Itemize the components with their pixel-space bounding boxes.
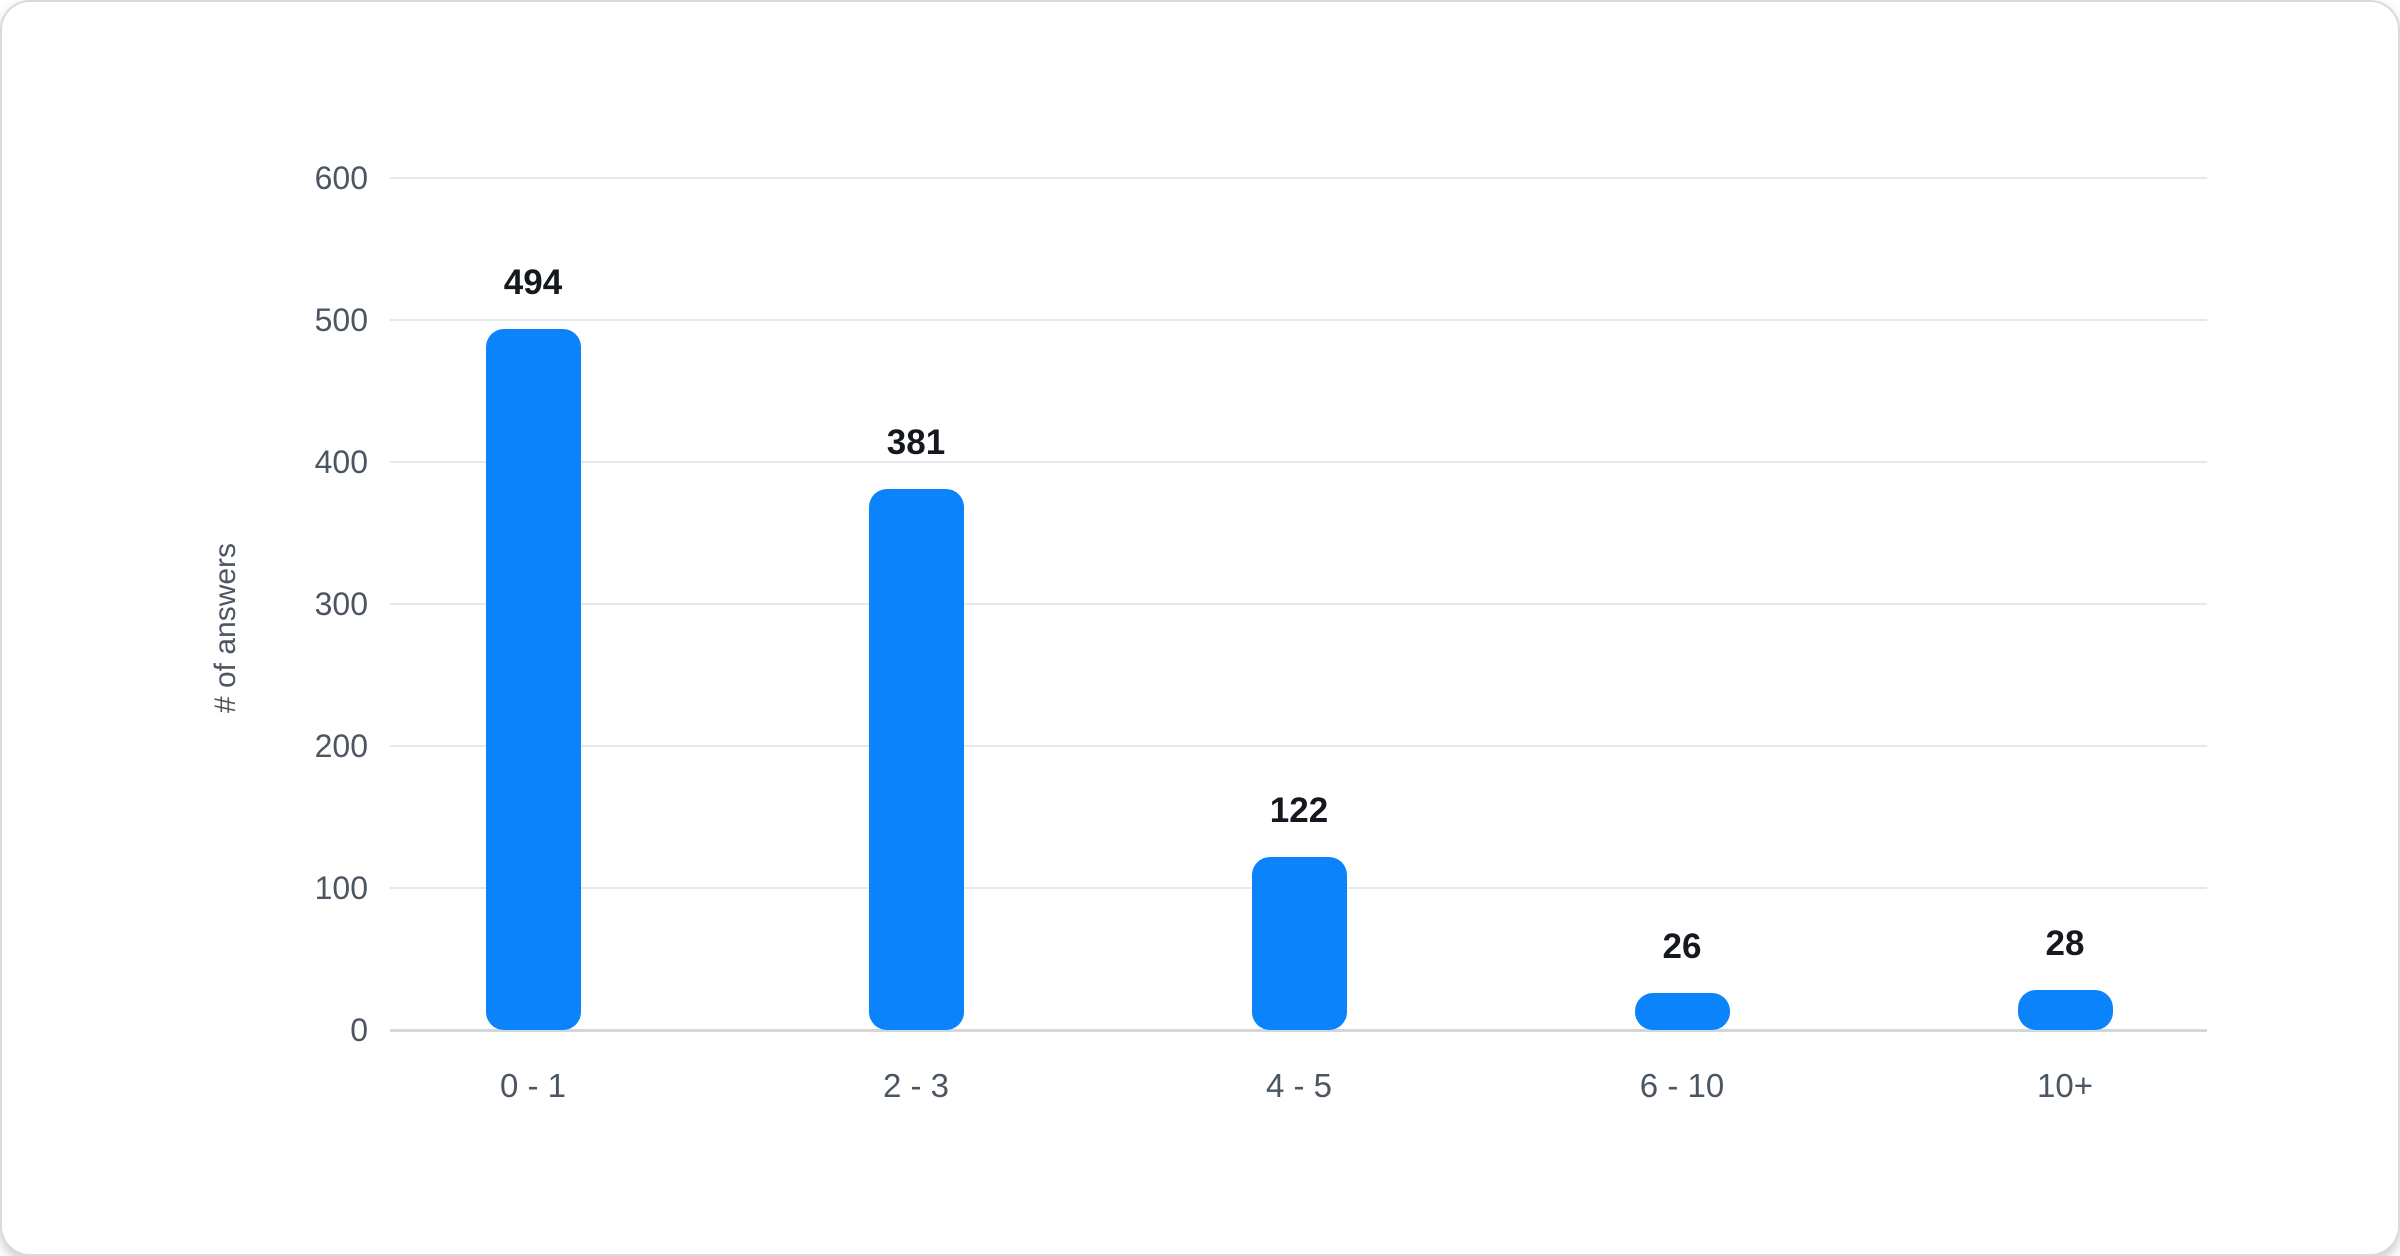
y-tick-label: 200 [314, 728, 368, 764]
y-tick-label: 100 [314, 870, 368, 906]
gridline [390, 319, 2207, 321]
bar-6-10 [1635, 993, 1730, 1030]
gridline [390, 603, 2207, 605]
value-label: 381 [886, 423, 946, 462]
x-category-label: 10+ [2037, 1067, 2093, 1104]
y-tick-label: 0 [350, 1012, 368, 1048]
gridline [390, 461, 2207, 463]
bar-4-5 [1252, 857, 1347, 1030]
bar-0-1 [486, 329, 581, 1030]
gridline [390, 177, 2207, 179]
value-label: 122 [1269, 791, 1329, 830]
x-category-label: 2 - 3 [882, 1067, 950, 1104]
x-category-label: 6 - 10 [1639, 1067, 1725, 1104]
value-label: 494 [503, 263, 563, 302]
y-tick-label: 600 [314, 160, 368, 196]
value-label: 26 [1662, 927, 1702, 966]
x-category-label: 4 - 5 [1265, 1067, 1333, 1104]
y-tick-label: 300 [314, 586, 368, 622]
bar-2-3 [869, 489, 964, 1030]
x-category-label: 0 - 1 [499, 1067, 567, 1104]
y-tick-label: 500 [314, 302, 368, 338]
y-tick-label: 400 [314, 444, 368, 480]
gridline [390, 745, 2207, 747]
x-axis-line [390, 1029, 2207, 1032]
bar-10+ [2018, 990, 2113, 1030]
value-label: 28 [2045, 924, 2085, 963]
